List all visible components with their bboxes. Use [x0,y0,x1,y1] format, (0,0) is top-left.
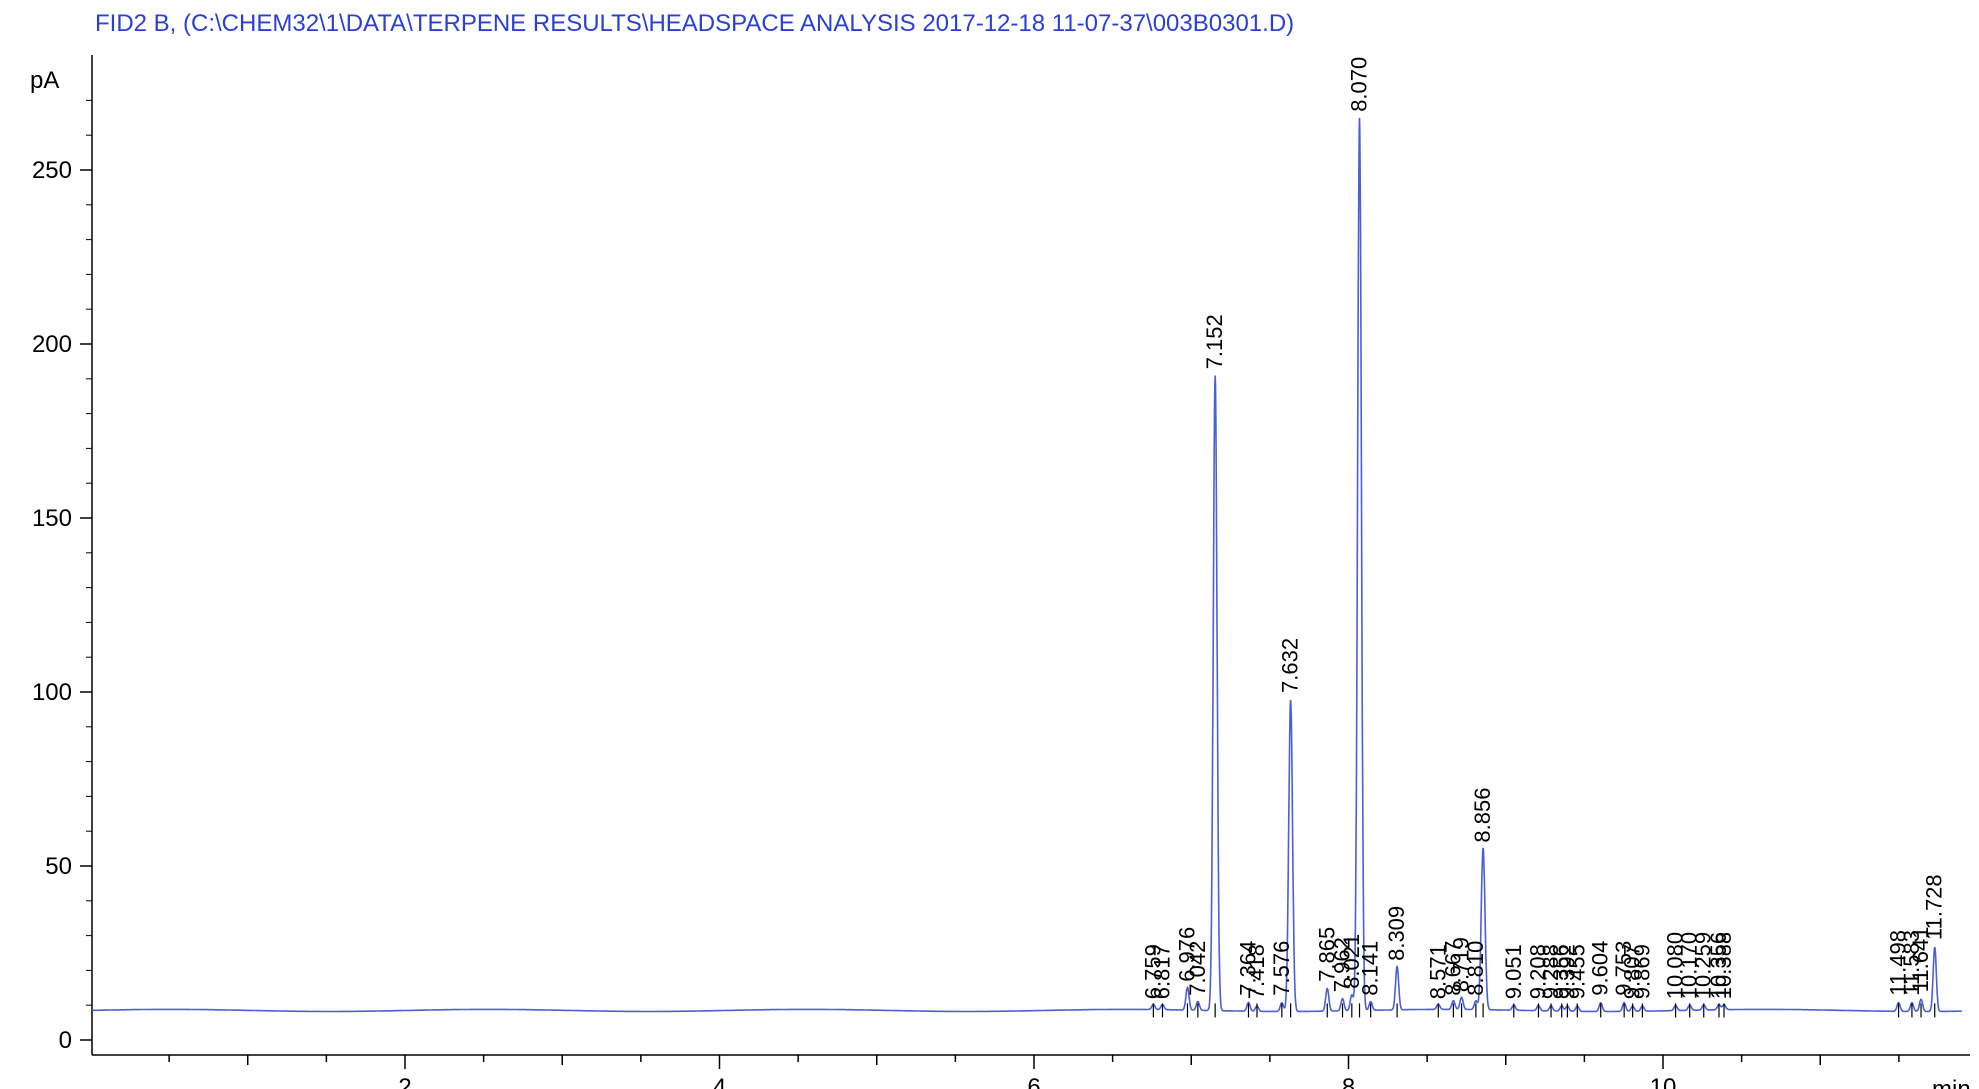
y-axis-ticks: 0 50 100 150 200 250 [32,99,92,1054]
peak-label: 10.080 [1663,932,1688,999]
x-tick-label: 4 [713,1074,726,1089]
peak-label: 9.455 [1564,944,1589,999]
signal-trace [92,117,1962,1013]
peak-label: 10.388 [1711,932,1736,999]
peak-label: 8.571 [1425,944,1450,999]
peak-label: 7.865 [1314,927,1339,982]
peak-label: 7.632 [1278,638,1303,693]
peak-label: 8.667 [1440,941,1465,996]
x-tick-label: 8 [1342,1074,1355,1089]
peak-label: 8.856 [1470,788,1495,843]
x-tick-label: 10 [1650,1074,1677,1089]
peak-label: 7.042 [1185,941,1210,996]
peak-label: 7.576 [1269,941,1294,996]
peak-label: 8.309 [1384,906,1409,961]
peak-markers [1152,1003,1936,1018]
peak-label: 8.070 [1347,57,1372,112]
peak-label: 8.719 [1449,937,1474,992]
peak-label: 6.759 [1140,944,1165,999]
peak-label: 9.288 [1538,944,1563,999]
peak-label: 7.152 [1202,314,1227,369]
peak-label: 7.418 [1244,944,1269,999]
peak-label: 10.170 [1677,932,1702,999]
peak-label: 10.259 [1691,932,1716,999]
x-tick-label: 2 [398,1074,411,1089]
y-tick-label: 150 [32,505,72,532]
x-axis-label: min [1932,1076,1971,1089]
peak-label: 11.728 [1922,874,1947,940]
peak-label: 9.807 [1620,944,1645,999]
peak-label: 9.753 [1611,941,1636,996]
peak-label: 9.392 [1554,944,1579,999]
peak-label: 9.604 [1588,941,1613,996]
peak-label: 9.051 [1501,944,1526,999]
x-tick-label: 6 [1027,1074,1040,1089]
peak-label: 11.498 [1886,930,1911,996]
y-tick-label: 250 [32,157,72,184]
y-tick-label: 0 [59,1027,72,1054]
peak-label: 10.356 [1706,932,1731,999]
peak-label: 9.869 [1629,944,1654,999]
axes [91,55,1970,1056]
peak-label: 7.364 [1236,941,1261,996]
peak-label: 6.817 [1150,944,1175,999]
chart-title: FID2 B, (C:\CHEM32\1\DATA\TERPENE RESULT… [95,10,1295,37]
peak-label: 8.810 [1463,941,1488,996]
peak-label: 6.976 [1175,927,1200,982]
peak-label: 9.208 [1526,944,1551,999]
peak-label: 8.021 [1339,934,1364,989]
y-axis-label: pA [30,67,59,94]
peak-label: 11.583 [1899,930,1924,996]
y-tick-label: 50 [45,853,72,880]
peak-label: 11.641 [1908,927,1933,993]
x-axis-ticks: 2 4 6 8 10 [168,1055,1900,1089]
peak-label: 7.962 [1330,937,1355,992]
y-tick-label: 200 [32,331,72,358]
peak-label: 8.141 [1358,941,1383,996]
y-tick-label: 100 [32,679,72,706]
peak-label: 9.356 [1549,944,1574,999]
